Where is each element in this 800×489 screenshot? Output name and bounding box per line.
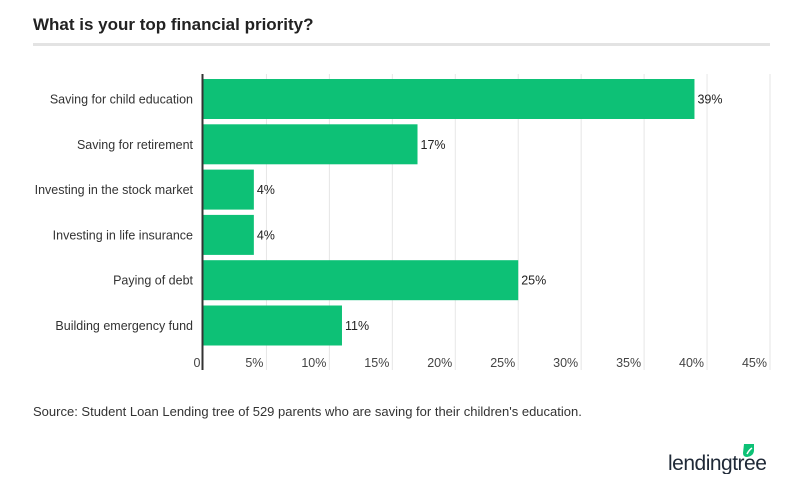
bar [203, 124, 418, 165]
data-label: 4% [257, 228, 275, 242]
data-label: 11% [345, 319, 369, 333]
data-label: 39% [697, 93, 722, 107]
title-divider [33, 43, 770, 46]
source-note: Source: Student Loan Lending tree of 529… [33, 404, 582, 419]
lendingtree-logo: lendingtree [668, 444, 767, 474]
category-label: Saving for retirement [77, 138, 194, 152]
bar-chart: 0 5% 10% 15% 20% 25% 30% 35% 40% 45% Saving for ch… [35, 74, 771, 370]
category-label: Paying of debt [113, 274, 193, 288]
category-label: Building emergency fund [55, 319, 193, 333]
x-tick-label: 20% [427, 356, 452, 370]
x-tick-label: 45% [742, 356, 767, 370]
x-tick-label: 10% [301, 356, 326, 370]
svg-text:lendingtree: lendingtree [668, 452, 766, 474]
x-tick-label: 35% [616, 356, 641, 370]
bar [203, 79, 695, 119]
x-tick-label: 30% [553, 356, 578, 370]
bar [203, 214, 254, 255]
category-label: Saving for child education [50, 93, 193, 107]
x-tick-label: 0 [194, 356, 201, 370]
chart-title: What is your top financial priority? [33, 15, 314, 34]
x-tick-label: 40% [679, 356, 704, 370]
data-label: 25% [521, 274, 546, 288]
data-label: 17% [421, 138, 446, 152]
x-tick-label: 25% [490, 356, 515, 370]
x-tick-label: 15% [364, 356, 389, 370]
category-label: Investing in life insurance [53, 228, 193, 242]
x-tick-label: 5% [245, 356, 263, 370]
bar [203, 260, 519, 301]
bar [203, 169, 254, 210]
data-label: 4% [257, 183, 275, 197]
category-label: Investing in the stock market [35, 183, 194, 197]
bar [203, 305, 342, 346]
